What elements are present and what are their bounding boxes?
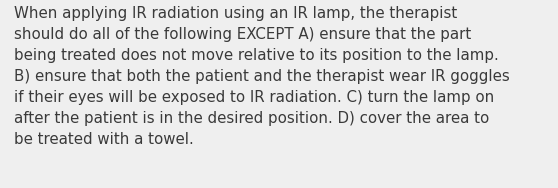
Text: When applying IR radiation using an IR lamp, the therapist
should do all of the : When applying IR radiation using an IR l… [14, 6, 509, 147]
